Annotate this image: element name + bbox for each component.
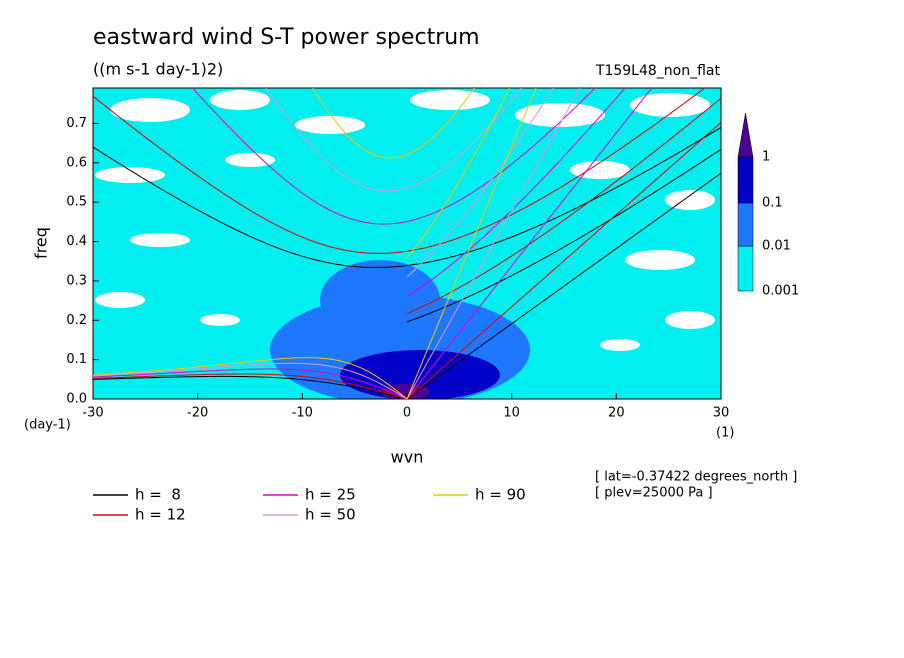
dispersion-curve	[93, 88, 706, 254]
chart-title: eastward wind S-T power spectrum	[93, 25, 480, 50]
annotation: [ lat=-0.37422 degrees_north ]	[595, 470, 797, 485]
y-unit: (day-1)	[24, 418, 71, 433]
spectrum-field	[93, 88, 721, 399]
x-tick-label: 0	[403, 406, 411, 421]
dispersion-curve	[406, 88, 537, 399]
dispersion-curve	[406, 148, 721, 323]
dispersion-curve	[406, 172, 721, 399]
x-unit: (1)	[716, 426, 734, 441]
x-tick-label: 30	[713, 406, 730, 421]
y-tick-label: 0.6	[66, 155, 87, 170]
dispersion-curve	[406, 97, 721, 315]
colorbar-segment	[737, 202, 754, 247]
colorbar-label: 1	[762, 150, 770, 165]
annotation: [ plev=25000 Pa ]	[595, 486, 713, 501]
run-label: T159L48_non_flat	[595, 63, 721, 79]
colorbar-label: 0.01	[762, 239, 791, 254]
x-tick-label: -10	[292, 406, 313, 421]
y-tick-label: 0.5	[66, 195, 87, 210]
dispersion-curve	[406, 88, 554, 278]
dispersion-curve	[312, 88, 476, 159]
y-tick-label: 0.4	[66, 234, 87, 249]
x-tick-label: 10	[503, 406, 520, 421]
legend-label: h = 12	[135, 506, 186, 524]
dispersion-curve	[406, 88, 510, 259]
dispersion-curves	[93, 88, 721, 399]
dispersion-curve	[93, 362, 408, 399]
y-tick-label: 0.0	[66, 392, 87, 407]
y-tick-label: 0.2	[66, 313, 87, 328]
dispersion-curve	[265, 88, 523, 192]
y-tick-label: 0.7	[66, 116, 87, 131]
dispersion-curve	[406, 88, 581, 399]
legend-label: h = 90	[475, 486, 526, 504]
y-axis-label: freq	[32, 227, 51, 259]
x-tick-label: 20	[608, 406, 625, 421]
dispersion-curve	[191, 88, 596, 225]
colorbar-segment	[737, 245, 754, 292]
dispersion-curve	[93, 357, 408, 399]
x-axis-label: wvn	[391, 448, 424, 467]
dispersion-curve	[93, 373, 408, 399]
legend-label: h = 50	[305, 506, 356, 524]
legend-label: h = 8	[135, 486, 181, 504]
dispersion-curve	[93, 126, 721, 268]
colorbar-label: 0.001	[762, 284, 799, 299]
y-tick-label: 0.1	[66, 352, 87, 367]
chart-subtitle: ((m s-1 day-1)2)	[93, 60, 223, 79]
x-tick-label: -20	[187, 406, 208, 421]
dispersion-curve	[406, 122, 721, 399]
x-tick-label: -30	[82, 406, 103, 421]
colorbar-label: 0.1	[762, 196, 783, 211]
legend-label: h = 25	[305, 486, 356, 504]
y-tick-label: 0.3	[66, 273, 87, 288]
dispersion-curve	[406, 88, 626, 297]
colorbar-extension	[737, 112, 754, 158]
dispersion-curve	[93, 375, 408, 399]
colorbar-segment	[737, 156, 754, 204]
dispersion-curve	[406, 88, 653, 399]
dispersion-curve	[93, 368, 408, 399]
